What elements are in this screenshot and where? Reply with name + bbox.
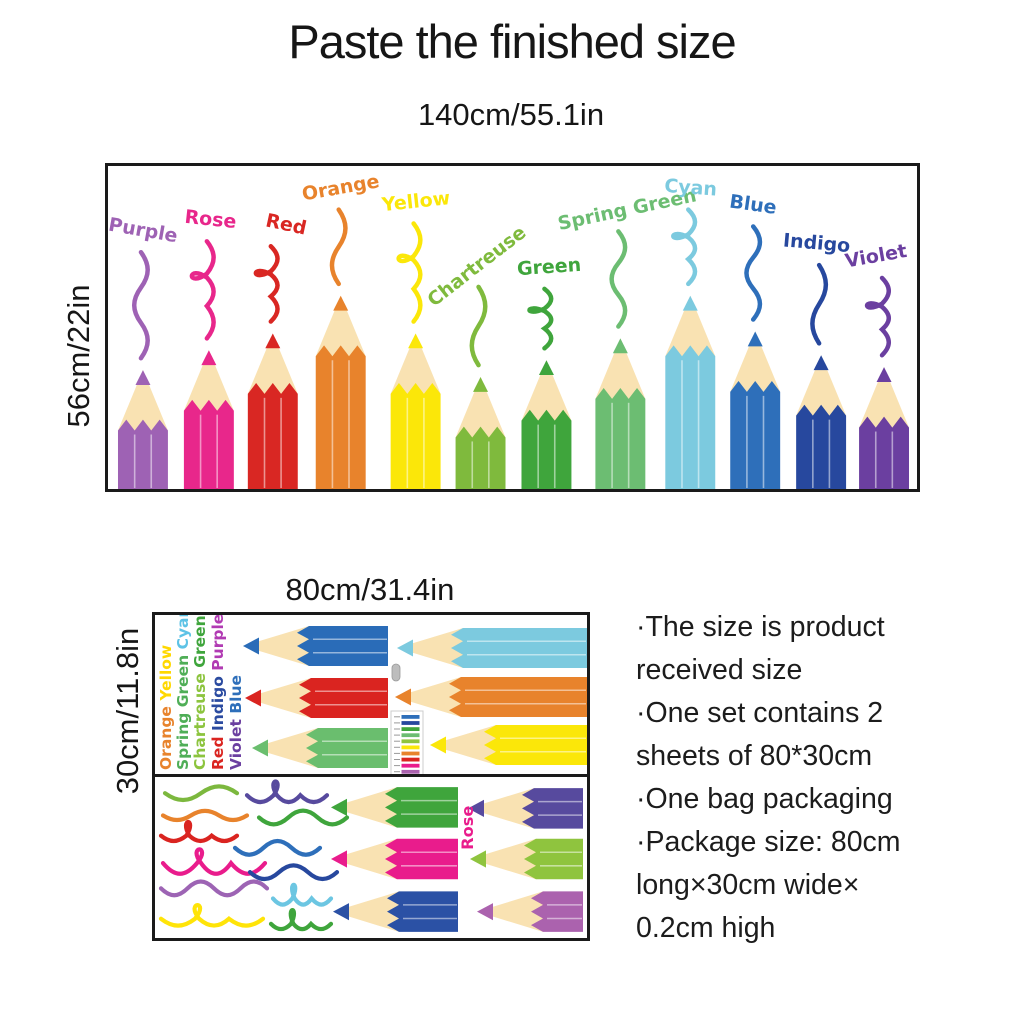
squiggle xyxy=(158,903,266,928)
pencil-indigo xyxy=(333,891,458,932)
squiggle xyxy=(247,863,340,882)
pencil-purple xyxy=(477,891,583,932)
small-panel-height-label: 30cm/11.8in xyxy=(110,627,145,795)
pencil-label-blue: Blue xyxy=(728,191,778,219)
pencil-rose xyxy=(331,838,458,880)
squiggle-indigo xyxy=(810,262,829,346)
pencil-rose xyxy=(183,350,234,489)
sticker-sheet-2: Rose xyxy=(152,774,590,941)
large-sticker-art: Purple Rose Red Orange Yellow ChartreuseGreen… xyxy=(108,170,910,489)
note-line: ·One set contains 2 xyxy=(636,697,884,729)
squiggle-yellow xyxy=(396,221,423,324)
note-line: 0.2cm high xyxy=(636,912,776,944)
pencil-label-purple: Purple xyxy=(108,214,179,248)
pencil-spring-green xyxy=(595,338,646,489)
note-line: ·One bag packaging xyxy=(636,783,893,815)
pencil-purple xyxy=(117,370,168,489)
pencil-cyan xyxy=(397,628,587,668)
hanger-capsule-icon xyxy=(391,663,401,682)
squiggle xyxy=(270,882,334,907)
squiggle-red xyxy=(253,244,280,324)
sticker-sheet-1: Orange Yellow Spring Green Cyan Chartreuse… xyxy=(152,612,590,777)
squiggle-chartreuse xyxy=(469,284,488,368)
large-panel-width-label: 140cm/55.1in xyxy=(417,97,605,132)
pencil-orange xyxy=(395,677,587,717)
pencil-orange xyxy=(315,295,366,489)
pencil-red xyxy=(247,333,298,489)
squiggle-rose xyxy=(189,239,216,341)
legend-column: Spring Green Cyan xyxy=(174,615,192,770)
squiggle xyxy=(256,808,350,827)
squiggle xyxy=(158,819,240,844)
pencil-label-cyan: Cyan xyxy=(664,175,718,200)
pencil-violet xyxy=(859,367,910,489)
pencil-label-green: Green xyxy=(516,254,582,280)
squiggle-green xyxy=(527,286,554,351)
page-title: Paste the finished size xyxy=(288,15,736,68)
pencil-chartreuse xyxy=(470,838,583,880)
pencil-yellow xyxy=(430,725,587,765)
pencil-blue xyxy=(730,331,781,489)
squiggle-spring-green xyxy=(609,229,628,329)
squiggle xyxy=(162,784,240,803)
note-line: received size xyxy=(636,654,803,686)
pencil-violet xyxy=(468,788,583,829)
pencil-yellow xyxy=(390,333,441,489)
pencil-label-indigo: Indigo xyxy=(782,229,851,257)
large-sticker-panel: Purple Rose Red Orange Yellow Chartreuse Green… xyxy=(105,163,920,492)
mini-color-chart xyxy=(390,710,424,774)
pencil-cyan xyxy=(665,295,716,489)
note-line: ·The size is product xyxy=(636,611,885,643)
pencil-label-yellow: Yellow xyxy=(380,187,451,216)
pencil-label-red: Red xyxy=(264,210,309,240)
pencil-label-chartreuse: Chartreuse xyxy=(423,221,530,311)
pencil-label-orange: Orange xyxy=(300,170,381,205)
large-panel-height-label: 56cm/22in xyxy=(61,284,96,428)
pencil-chartreuse xyxy=(455,377,506,489)
squiggle xyxy=(160,808,250,823)
legend-column: Red Indigo Purple xyxy=(209,615,227,770)
small-panel-width-label: 80cm/31.4in xyxy=(285,572,455,607)
squiggle xyxy=(268,908,334,932)
product-notes: ·The size is product received size ·One … xyxy=(636,606,1006,950)
pencil-label-violet: Violet xyxy=(843,240,908,272)
legend-column: Orange Yellow xyxy=(157,645,175,770)
note-line: long×30cm wide× xyxy=(636,869,860,901)
pencil-green xyxy=(331,787,458,828)
note-line: sheets of 80*30cm xyxy=(636,740,873,772)
squiggle-purple xyxy=(131,249,150,361)
legend-column: Violet Blue xyxy=(227,675,245,770)
squiggle xyxy=(232,838,323,857)
squiggle-violet xyxy=(864,275,892,358)
note-line: ·Package size: 80cm xyxy=(636,826,901,858)
squiggle xyxy=(158,879,270,898)
pencil-indigo xyxy=(796,355,847,489)
squiggle-blue xyxy=(744,224,763,322)
legend-column: Chartreuse Green xyxy=(191,615,209,770)
pencil-green xyxy=(521,360,572,489)
pencil-blue xyxy=(243,626,388,666)
squiggle-orange xyxy=(329,207,348,287)
sticker-sheet-2-art: Rose xyxy=(158,779,583,932)
sticker-sheet-1-art: Orange Yellow Spring Green CyanChartreuse… xyxy=(157,615,587,774)
rose-label: Rose xyxy=(458,806,477,850)
squiggle-cyan xyxy=(671,207,698,287)
pencil-red xyxy=(245,678,388,718)
squiggle xyxy=(160,847,268,876)
pencil-spring-green xyxy=(252,728,388,768)
pencil-label-rose: Rose xyxy=(184,206,238,233)
squiggle xyxy=(244,779,330,805)
